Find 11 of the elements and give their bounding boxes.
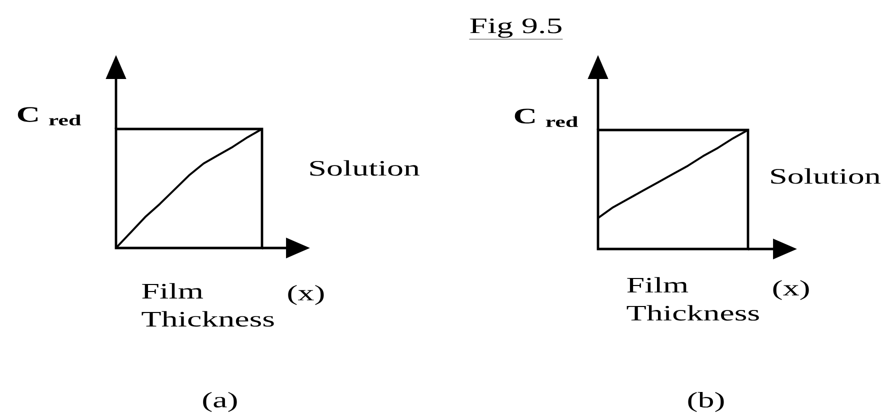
text: (x) bbox=[288, 285, 324, 305]
text: (x) bbox=[773, 280, 809, 300]
text: Solution bbox=[310, 160, 420, 176]
x-axis-title: Film Thickness bbox=[142, 283, 274, 327]
text: (a) bbox=[203, 392, 237, 412]
text: (b) bbox=[688, 392, 724, 412]
y-axis-title: C $_{red}$ bbox=[514, 108, 578, 128]
y-axis-title: C $_{red}$ bbox=[18, 107, 82, 126]
chart-title: Fig 9.5 bbox=[470, 18, 562, 38]
text: Solution bbox=[771, 168, 880, 184]
x-axis-title: Film Thickness bbox=[626, 277, 759, 321]
